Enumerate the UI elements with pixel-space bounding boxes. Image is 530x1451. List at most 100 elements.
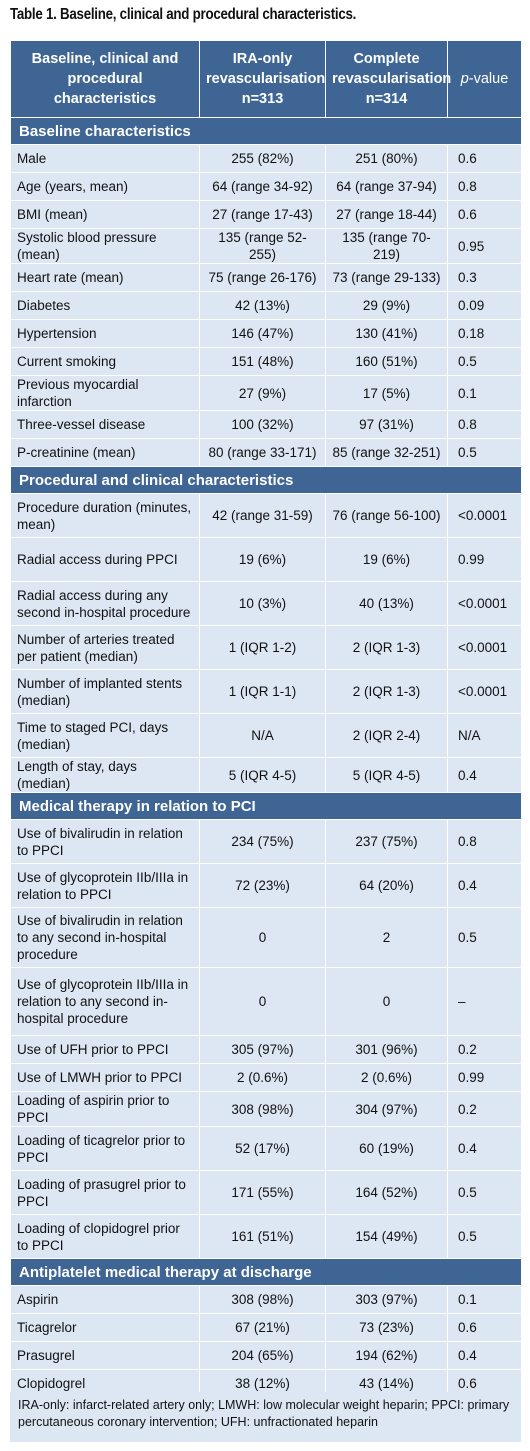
row-label: Loading of prasugrel prior to PPCI [10,1170,200,1215]
table-row: Current smoking 151 (48%) 160 (51%) 0.5 [10,347,522,376]
table-row: Diabetes 42 (13%) 29 (9%) 0.09 [10,291,522,320]
complete-value: 76 (range 56-100) [325,493,448,538]
table-row: Time to staged PCI, days (median) N/A 2 (I… [10,713,522,758]
section-title: Baseline characteristics [10,117,522,145]
complete-value: 2 [325,907,448,968]
complete-value: 73 (23%) [325,1313,448,1342]
p-value: 0.1 [447,1285,522,1314]
complete-value: 303 (97%) [325,1285,448,1314]
p-value: 0.3 [447,263,522,292]
header-ira-only-label: IRA-only revascularisation [206,51,326,87]
p-value: 0.5 [447,347,522,376]
p-value: 0.4 [447,757,522,793]
row-label: Use of bivalirudin in relation to PPCI [10,819,200,864]
header-complete-n: n=314 [365,91,408,107]
complete-value: 2 (IQR 1-3) [325,669,448,714]
table-row: Three-vessel disease 100 (32%) 97 (31%) 0.8 [10,410,522,439]
table-row: Ticagrelor 67 (21%) 73 (23%) 0.6 [10,1313,522,1342]
p-value: 0.1 [447,375,522,411]
complete-value: 19 (6%) [325,537,448,582]
p-value: <0.0001 [447,669,522,714]
table-row: Hypertension 146 (47%) 130 (41%) 0.18 [10,319,522,348]
complete-value: 304 (97%) [325,1091,448,1127]
p-value: 0.2 [447,1035,522,1064]
table-row: Loading of ticagrelor prior to PPCI 52 (1… [10,1126,522,1171]
header-ira-only-n: n=313 [241,91,284,107]
row-label: Ticagrelor [10,1313,200,1342]
complete-value: 29 (9%) [325,291,448,320]
table-row: BMI (mean) 27 (range 17-43) 27 (range 18-4… [10,200,522,229]
p-value: 0.4 [447,1341,522,1370]
table-row: P-creatinine (mean) 80 (range 33-171) 85 (… [10,438,522,467]
row-label: Use of UFH prior to PPCI [10,1035,200,1064]
table-row: Use of LMWH prior to PPCI 2 (0.6%) 2 (0.6%… [10,1063,522,1092]
complete-value: 164 (52%) [325,1170,448,1215]
table-row: Use of glycoprotein IIb/IIIa in relation… [10,967,522,1036]
ira-only-value: 80 (range 33-171) [199,438,326,467]
p-value: 0.5 [447,1214,522,1259]
header-ira-only: IRA-only revascularisation n=313 [199,40,326,118]
table-row: Radial access during PPCI 19 (6%) 19 (6%) 0… [10,537,522,582]
p-value: 0.5 [447,438,522,467]
row-label: Length of stay, days (median) [10,757,200,793]
complete-value: 0 [325,967,448,1036]
ira-only-value: 305 (97%) [199,1035,326,1064]
p-value: 0.18 [447,319,522,348]
table-row: Loading of clopidogrel prior to PPCI 161 … [10,1214,522,1259]
complete-value: 135 (range 70-219) [325,228,448,264]
p-value: 0.8 [447,410,522,439]
complete-value: 97 (31%) [325,410,448,439]
ira-only-value: 2 (0.6%) [199,1063,326,1092]
row-label: Male [10,144,200,173]
table-title: Table 1. Baseline, clinical and procedur… [10,6,357,23]
header-characteristics: Baseline, clinical and procedural charac… [10,40,200,118]
table-row: Loading of aspirin prior to PPCI 308 (98%… [10,1091,522,1127]
table-row: Use of bivalirudin in relation to any se… [10,907,522,968]
ira-only-value: 10 (3%) [199,581,326,626]
p-value: 0.4 [447,863,522,908]
table-row: Age (years, mean) 64 (range 34-92) 64 (ran… [10,172,522,201]
ira-only-value: 0 [199,907,326,968]
p-value: N/A [447,713,522,758]
ira-only-value: 1 (IQR 1-1) [199,669,326,714]
complete-value: 194 (62%) [325,1341,448,1370]
section-header-row: Medical therapy in relation to PCI [10,792,522,820]
ira-only-value: 171 (55%) [199,1170,326,1215]
complete-value: 2 (0.6%) [325,1063,448,1092]
characteristics-table: Baseline, clinical and procedural charac… [10,40,522,1398]
complete-value: 251 (80%) [325,144,448,173]
table-row: Radial access during any second in-hospi… [10,581,522,626]
table-row: Male 255 (82%) 251 (80%) 0.6 [10,144,522,173]
section-title: Medical therapy in relation to PCI [10,792,522,820]
ira-only-value: 0 [199,967,326,1036]
row-label: Loading of aspirin prior to PPCI [10,1091,200,1127]
p-value: 0.5 [447,1170,522,1215]
table-row: Use of bivalirudin in relation to PPCI 23… [10,819,522,864]
ira-only-value: 42 (13%) [199,291,326,320]
table-row: Systolic blood pressure (mean) 135 (range… [10,228,522,264]
p-value: <0.0001 [447,493,522,538]
table-row: Use of glycoprotein IIb/IIIa in relation… [10,863,522,908]
header-complete-label: Complete revascularisation [332,51,452,87]
complete-value: 64 (20%) [325,863,448,908]
table-row: Previous myocardial infarction 27 (9%) 17 … [10,375,522,411]
complete-value: 2 (IQR 1-3) [325,625,448,670]
ira-only-value: N/A [199,713,326,758]
row-label: Heart rate (mean) [10,263,200,292]
row-label: Loading of clopidogrel prior to PPCI [10,1214,200,1259]
table-row: Use of UFH prior to PPCI 305 (97%) 301 (96… [10,1035,522,1064]
complete-value: 40 (13%) [325,581,448,626]
ira-only-value: 255 (82%) [199,144,326,173]
ira-only-value: 204 (65%) [199,1341,326,1370]
complete-value: 160 (51%) [325,347,448,376]
header-row: Baseline, clinical and procedural charac… [10,40,522,118]
p-value: 0.09 [447,291,522,320]
row-label: Radial access during PPCI [10,537,200,582]
complete-value: 27 (range 18-44) [325,200,448,229]
p-value: 0.5 [447,907,522,968]
p-value: <0.0001 [447,625,522,670]
ira-only-value: 72 (23%) [199,863,326,908]
row-label: Use of glycoprotein IIb/IIIa in relation… [10,967,200,1036]
p-value: 0.6 [447,1313,522,1342]
